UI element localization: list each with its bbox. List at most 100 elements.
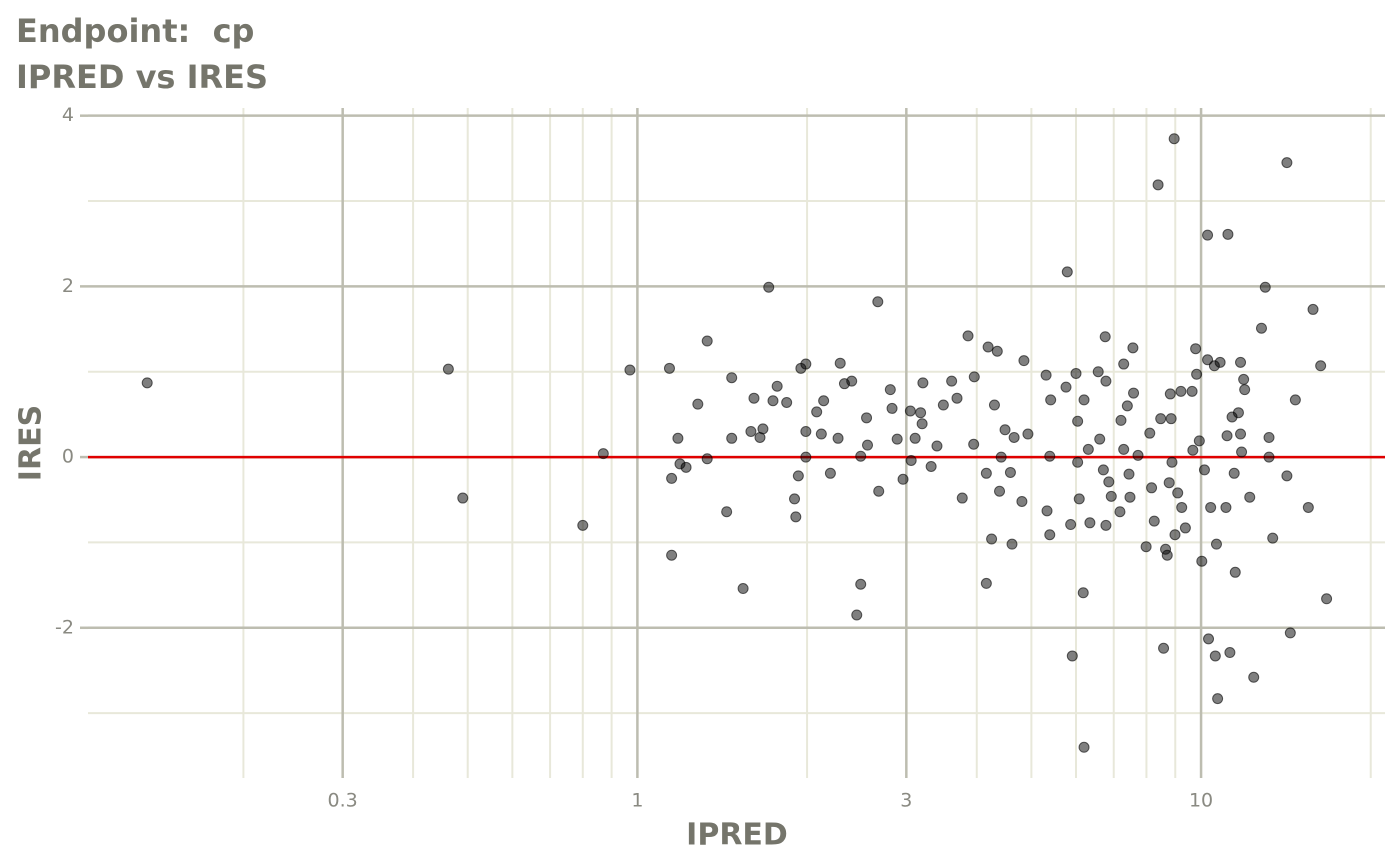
point — [1267, 532, 1279, 544]
point — [834, 357, 846, 369]
point — [1164, 388, 1176, 400]
point — [951, 392, 963, 404]
x-tick-label: 0.3 — [328, 790, 358, 812]
point — [1209, 650, 1221, 662]
point — [1224, 647, 1236, 659]
point — [862, 439, 874, 451]
point — [1061, 266, 1073, 278]
point — [1082, 443, 1094, 455]
point — [891, 433, 903, 445]
point — [946, 375, 958, 387]
y-axis-title: IRES — [14, 405, 49, 481]
point — [1123, 468, 1135, 480]
point — [680, 461, 692, 473]
y-tick-label: 4 — [62, 104, 74, 126]
point — [624, 364, 636, 376]
point — [1155, 413, 1167, 425]
point — [824, 467, 836, 479]
point — [1228, 467, 1240, 479]
point — [994, 485, 1006, 497]
x-axis-title: IPRED — [686, 818, 788, 853]
point — [1191, 368, 1203, 380]
point — [1244, 491, 1256, 503]
point — [701, 453, 713, 465]
point — [818, 395, 830, 407]
point — [1172, 487, 1184, 499]
point — [1238, 373, 1250, 385]
point — [1121, 400, 1133, 412]
chart-title: Endpoint: cp — [16, 12, 254, 50]
point — [1073, 493, 1085, 505]
point — [1044, 450, 1056, 462]
point — [916, 418, 928, 430]
point — [1118, 358, 1130, 370]
point — [815, 428, 827, 440]
point — [767, 395, 779, 407]
point — [1146, 482, 1158, 494]
point — [1190, 343, 1202, 355]
point — [846, 375, 858, 387]
point — [1065, 519, 1077, 531]
point — [1284, 627, 1296, 639]
x-tick-label: 3 — [900, 790, 912, 812]
point — [726, 432, 738, 444]
point — [968, 438, 980, 450]
point — [1263, 451, 1275, 463]
point — [980, 467, 992, 479]
point — [884, 384, 896, 396]
point — [905, 454, 917, 466]
point — [800, 425, 812, 437]
point — [1307, 303, 1319, 315]
point — [1281, 157, 1293, 169]
point — [1114, 506, 1126, 518]
point — [1127, 342, 1139, 354]
point — [925, 460, 937, 472]
point — [995, 451, 1007, 463]
point — [737, 583, 749, 595]
point — [1202, 229, 1214, 241]
point — [872, 296, 884, 308]
point — [1072, 415, 1084, 427]
point — [968, 371, 980, 383]
point — [832, 432, 844, 444]
point — [1196, 555, 1208, 567]
y-tick-label: 0 — [62, 446, 74, 468]
point — [1132, 449, 1144, 461]
point — [721, 506, 733, 518]
point — [988, 399, 1000, 411]
point — [1166, 456, 1178, 468]
point — [1077, 587, 1089, 599]
point — [1161, 549, 1173, 561]
point — [1152, 179, 1164, 191]
point — [1186, 385, 1198, 397]
point — [931, 440, 943, 452]
point — [748, 392, 760, 404]
point — [1118, 443, 1130, 455]
point — [1008, 431, 1020, 443]
point — [757, 423, 769, 435]
point — [790, 511, 802, 523]
point — [1004, 466, 1016, 478]
point — [1187, 444, 1199, 456]
point — [666, 549, 678, 561]
point — [1222, 228, 1234, 240]
point — [1158, 642, 1170, 654]
point — [991, 345, 1003, 357]
point — [1176, 501, 1188, 513]
point — [1066, 650, 1078, 662]
point — [763, 281, 775, 293]
point — [917, 377, 929, 389]
point — [726, 372, 738, 384]
point — [1236, 446, 1248, 458]
point — [1128, 387, 1140, 399]
point — [1140, 541, 1152, 553]
point — [701, 335, 713, 347]
point — [1040, 369, 1052, 381]
point — [937, 399, 949, 411]
point — [1016, 495, 1028, 507]
x-tick-label: 10 — [1189, 790, 1213, 812]
point — [1321, 593, 1333, 605]
point — [956, 492, 968, 504]
point — [1070, 367, 1082, 379]
